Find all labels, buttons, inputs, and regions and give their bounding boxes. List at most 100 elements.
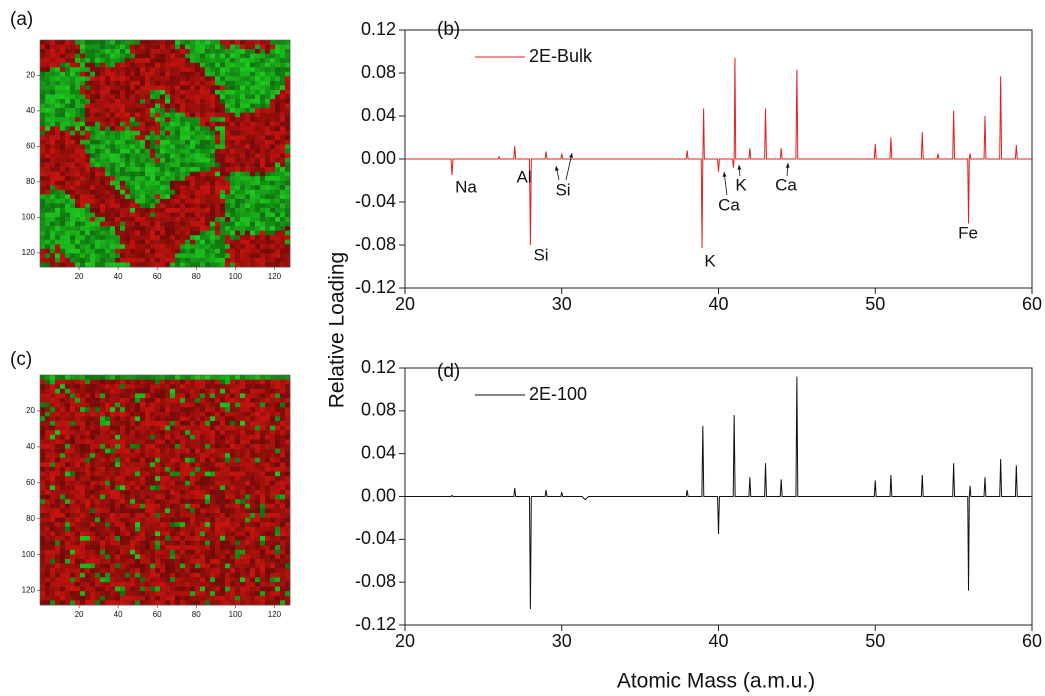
pixel [220,167,225,172]
pixel [165,72,170,77]
pixel [40,226,45,231]
pixel [210,117,215,122]
pixel [230,380,235,385]
pixel [150,131,155,136]
pixel [90,472,95,477]
pixel [125,577,130,582]
pixel [280,258,285,263]
pixel [55,389,60,394]
pixel [245,85,250,90]
pixel [185,439,190,444]
pixel [105,199,110,204]
pixel [105,226,110,231]
pixel [195,490,200,495]
pixel [80,587,85,592]
pixel [155,462,160,467]
x-axis-label: Atomic Mass (a.m.u.) [617,670,815,693]
pixel [110,90,115,95]
pixel [65,72,70,77]
pixel [60,398,65,403]
pixel [155,472,160,477]
pixel [115,476,120,481]
pixel [190,559,195,564]
pixel [245,181,250,186]
pixel [105,131,110,136]
pixel [105,49,110,54]
pixel [95,393,100,398]
pixel [235,527,240,532]
pixel [75,416,80,421]
pixel [45,249,50,254]
pixel [135,564,140,569]
pixel [115,104,120,109]
pixel [205,568,210,573]
pixel [280,435,285,440]
pixel [165,122,170,127]
pixel [165,149,170,154]
pixel [235,481,240,486]
pixel [155,564,160,569]
pixel [85,208,90,213]
pixel [215,81,220,86]
pixel [120,573,125,578]
pixel [55,513,60,518]
pixel [60,158,65,163]
pixel [100,231,105,236]
pixel [240,244,245,249]
pixel [45,577,50,582]
pixel [110,403,115,408]
pixel [280,226,285,231]
pixel [205,476,210,481]
pixel [135,181,140,186]
pixel [65,527,70,532]
pixel [280,231,285,236]
pixel [95,104,100,109]
pixel [170,176,175,181]
pixel [195,564,200,569]
pixel [105,104,110,109]
pixel [60,518,65,523]
pixel [220,416,225,421]
pixel [135,476,140,481]
pixel [70,104,75,109]
pixel [265,564,270,569]
pixel [80,54,85,59]
pixel [100,90,105,95]
pixel [60,126,65,131]
pixel [195,518,200,523]
pixel [155,531,160,536]
pixel [270,398,275,403]
pixel [180,140,185,145]
pixel [215,199,220,204]
pixel [120,389,125,394]
pixel [265,117,270,122]
pixel [160,458,165,463]
pixel [95,375,100,380]
pixel [145,117,150,122]
pixel [80,40,85,45]
pixel [190,58,195,63]
pixel [185,85,190,90]
pixel [230,85,235,90]
pixel [55,108,60,113]
pixel [255,76,260,81]
pixel [45,172,50,177]
pixel [55,185,60,190]
pixel [195,393,200,398]
pixel [235,416,240,421]
pixel [155,185,160,190]
pixel [200,531,205,536]
pixel [100,522,105,527]
pixel [65,135,70,140]
pixel [115,244,120,249]
pixel [260,213,265,218]
pixel [275,577,280,582]
pixel [215,439,220,444]
pixel [195,217,200,222]
pixel [110,203,115,208]
pixel [220,449,225,454]
pixel [220,600,225,605]
pixel [230,90,235,95]
pixel [110,587,115,592]
pixel [140,203,145,208]
